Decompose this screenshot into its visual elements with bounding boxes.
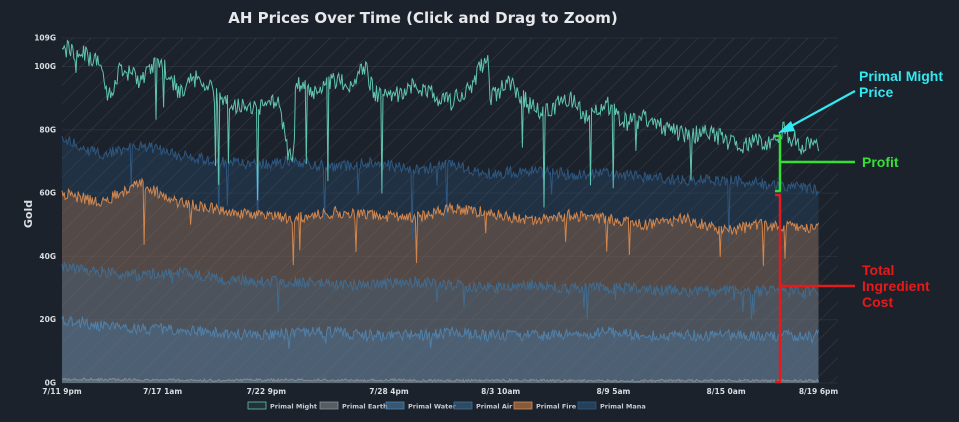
y-tick-label: 109G [34, 34, 56, 43]
legend-label: Primal Fire [536, 403, 577, 411]
y-tick-label: 80G [39, 125, 56, 134]
annotation-text: Profit [862, 154, 899, 170]
legend-item-primal-water[interactable]: Primal Water [385, 401, 457, 411]
legend-label: Primal Water [408, 403, 457, 411]
x-tick-label: 8/9 5am [596, 387, 630, 396]
arrow-head-icon [778, 121, 795, 133]
primal-water-line [61, 315, 819, 350]
annotation-text: Ingredient [862, 278, 930, 294]
legend-item-primal-mana[interactable]: Primal Mana [577, 401, 646, 411]
legend-item-primal-air[interactable]: Primal Air [453, 401, 513, 411]
annotation-text: Cost [862, 294, 893, 310]
x-tick-label: 8/15 0am [707, 387, 746, 396]
primal-earth-line [61, 377, 819, 383]
annotation-text: Total [862, 262, 894, 278]
legend-item-primal-earth[interactable]: Primal Earth [319, 401, 388, 411]
annotation-text: Price [859, 84, 893, 100]
legend-label: Primal Might [270, 403, 317, 411]
primal-air-line [61, 261, 819, 320]
primal-air-area [62, 262, 819, 383]
y-tick-label: 40G [39, 252, 56, 261]
primal-mana-area [62, 136, 819, 383]
x-tick-label: 8/3 10am [481, 387, 520, 396]
primal-might-line [61, 39, 819, 208]
x-axis-ticks: 7/11 9pm 7/17 1am 7/22 9pm 7/28 4pm 8/3 10am… [42, 387, 838, 396]
x-tick-label: 8/19 6pm [799, 387, 839, 396]
legend-item-primal-fire[interactable]: Primal Fire [513, 401, 577, 411]
primal-water-area [62, 316, 819, 383]
primal-fire-area [62, 179, 819, 383]
legend-swatch [577, 401, 597, 410]
legend-item-primal-might[interactable]: Primal Might [247, 401, 317, 411]
series-areas [62, 136, 819, 383]
x-tick-label: 7/17 1am [143, 387, 182, 396]
legend-swatch [385, 401, 405, 410]
annotation-text: Primal Might [859, 68, 943, 84]
y-tick-label: 0G [45, 379, 56, 388]
y-tick-label: 20G [39, 315, 56, 324]
x-tick-label: 7/11 9pm [42, 387, 82, 396]
primal-fire-line [61, 177, 819, 266]
legend-label: Primal Air [476, 403, 513, 411]
legend-swatch [513, 401, 533, 410]
x-tick-label: 7/22 9pm [247, 387, 287, 396]
y-axis-label: Gold [22, 200, 35, 228]
y-tick-label: 100G [34, 62, 56, 71]
legend-swatch [247, 401, 267, 410]
series-lines [61, 39, 819, 383]
price-arrow [783, 90, 856, 131]
chart-legend[interactable]: Primal Might Primal Earth Primal Water Prim… [247, 401, 646, 411]
chart-title: AH Prices Over Time (Click and Drag to Z… [228, 9, 617, 27]
legend-swatch [319, 401, 339, 410]
x-tick-label: 7/28 4pm [369, 387, 409, 396]
y-gridlines [62, 37, 838, 384]
primal-mana-line [61, 135, 819, 245]
legend-label: Primal Mana [600, 403, 646, 411]
y-axis-ticks: 0G 20G 40G 60G 80G 100G 109G [34, 34, 56, 388]
legend-swatch [453, 401, 473, 410]
legend-label: Primal Earth [342, 403, 388, 411]
y-tick-label: 60G [39, 189, 56, 198]
